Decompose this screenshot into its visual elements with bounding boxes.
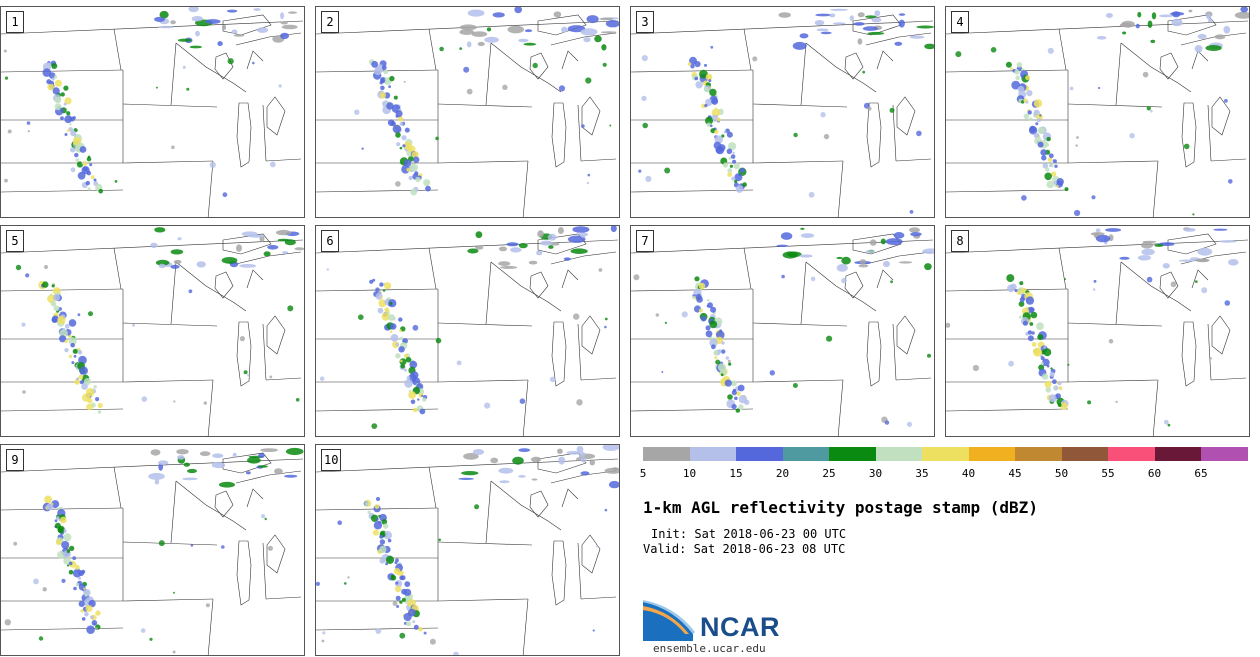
colorbar-tick: 65	[1194, 467, 1208, 480]
valid-time: Valid: Sat 2018-06-23 08 UTC	[643, 542, 846, 556]
member-number: 1	[6, 11, 24, 33]
colorbar-tick: 40	[961, 467, 976, 480]
member-number: 6	[321, 230, 339, 252]
colorbar-swatch	[643, 447, 690, 461]
colorbar-swatch	[1154, 447, 1201, 461]
colorbar-tick: 55	[1101, 467, 1115, 480]
colorbar-tick: 60	[1147, 467, 1162, 480]
reflectivity-echoes	[633, 227, 934, 427]
colorbar-tick: 25	[822, 467, 836, 480]
colorbar-tick: 15	[729, 467, 743, 480]
colorbar-tick: 50	[1054, 467, 1069, 480]
map-boundaries	[316, 14, 619, 217]
colorbar-swatch	[1061, 447, 1108, 461]
colorbar-swatch	[689, 447, 736, 461]
reflectivity-echoes	[955, 7, 1249, 217]
member-panel: 9	[0, 444, 305, 656]
map-boundaries	[1, 14, 304, 217]
site-url: ensemble.ucar.edu	[653, 642, 766, 655]
reflectivity-echoes	[638, 8, 934, 214]
colorbar-swatch	[829, 447, 876, 461]
reflectivity-echoes	[4, 447, 304, 654]
map-boundaries	[946, 14, 1249, 217]
colorbar-swatch	[1201, 447, 1248, 461]
map-boundaries	[631, 14, 934, 217]
member-panel: 1	[0, 6, 305, 218]
reflectivity-echoes	[3, 7, 298, 198]
map-boundaries	[946, 233, 1249, 436]
product-title: 1-km AGL reflectivity postage stamp (dBZ…	[643, 498, 1038, 517]
member-number: 4	[951, 11, 969, 33]
member-panel: 7	[630, 225, 935, 437]
member-number: 2	[321, 11, 339, 33]
reflectivity-echoes	[354, 7, 619, 196]
colorbar-tick: 30	[868, 467, 883, 480]
colorbar-swatch	[782, 447, 829, 461]
map-boundaries	[1, 452, 304, 655]
colorbar-tick: 5	[639, 467, 647, 480]
member-number: 3	[636, 11, 654, 33]
member-number: 10	[321, 449, 342, 471]
colorbar-swatch	[1108, 447, 1155, 461]
reflectivity-echoes	[946, 227, 1239, 427]
colorbar-tick: 35	[915, 467, 929, 480]
colorbar-swatch	[922, 447, 969, 461]
colorbar-swatch	[968, 447, 1015, 461]
member-panel: 4	[945, 6, 1250, 218]
map-boundaries	[316, 452, 619, 655]
colorbar-swatch	[1015, 447, 1062, 461]
member-number: 8	[951, 230, 969, 252]
member-panel: 2	[315, 6, 620, 218]
reflectivity-colorbar	[643, 447, 1248, 461]
map-boundaries	[631, 233, 934, 436]
map-boundaries	[316, 233, 619, 436]
member-number: 7	[636, 230, 654, 252]
ncar-logo-icon	[643, 600, 695, 641]
colorbar-swatch	[736, 447, 783, 461]
init-time: Init: Sat 2018-06-23 00 UTC	[651, 527, 847, 541]
member-number: 5	[6, 230, 24, 252]
member-panel: 8	[945, 225, 1250, 437]
reflectivity-echoes	[320, 226, 617, 429]
colorbar-tick: 45	[1008, 467, 1022, 480]
member-number: 9	[6, 449, 24, 471]
colorbar-tick: 10	[682, 467, 697, 480]
member-panel: 6	[315, 225, 620, 437]
member-panel: 10	[315, 444, 620, 656]
colorbar-swatch	[875, 447, 922, 461]
logo-text: NCAR	[700, 612, 780, 642]
reflectivity-echoes	[316, 445, 619, 655]
colorbar-tick: 20	[775, 467, 790, 480]
reflectivity-echoes	[15, 227, 304, 414]
member-panel: 3	[630, 6, 935, 218]
map-boundaries	[1, 233, 304, 436]
member-panel: 5	[0, 225, 305, 437]
